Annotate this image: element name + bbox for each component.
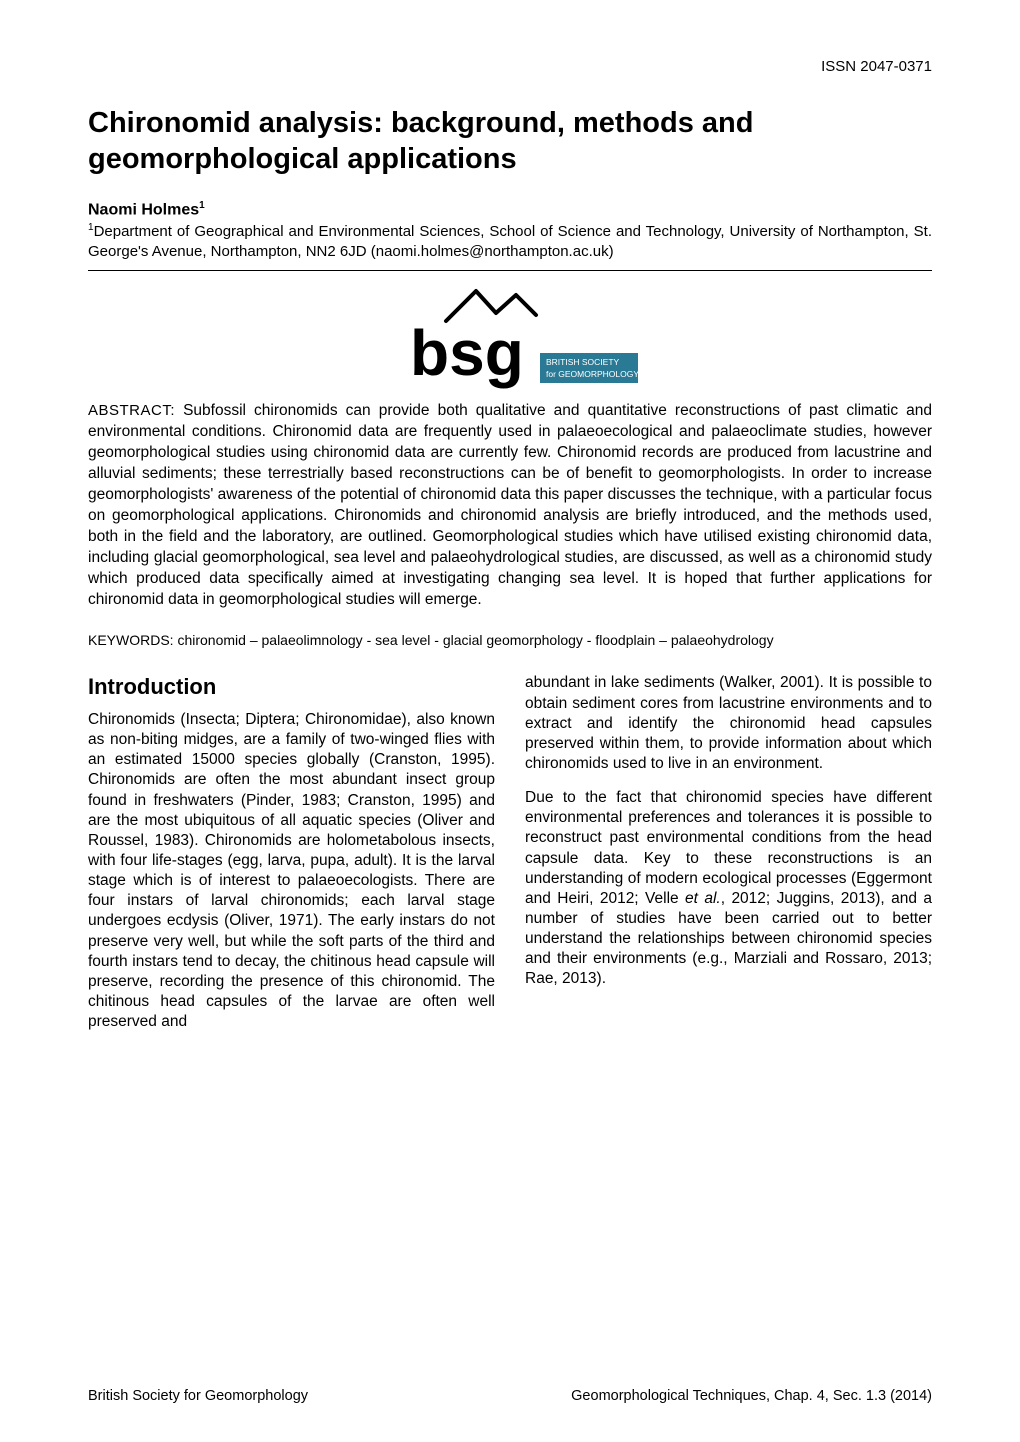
section-heading-introduction: Introduction [88,673,495,702]
intro-para-left: Chironomids (Insecta; Diptera; Chironomi… [88,710,495,1032]
abstract-label: ABSTRACT: [88,402,175,419]
bsg-logo: bsg BRITISH SOCIETY for GEOMORPHOLOGY [380,285,640,393]
page-footer: British Society for Geomorphology Geomor… [88,1388,932,1404]
intro-p2-etal: et al. [685,890,721,907]
keywords-line: KEYWORDS: chironomid – palaeolimnology -… [88,631,932,650]
affiliation-line: 1Department of Geographical and Environm… [88,221,932,263]
logo-container: bsg BRITISH SOCIETY for GEOMORPHOLOGY [88,285,932,393]
paper-title: Chironomid analysis: background, methods… [88,105,932,178]
footer-right: Geomorphological Techniques, Chap. 4, Se… [571,1388,932,1404]
page: ISSN 2047-0371 Chironomid analysis: back… [0,0,1020,1442]
column-left: Introduction Chironomids (Insecta; Dipte… [88,673,495,1046]
author-sup: 1 [199,200,205,211]
horizontal-rule [88,270,932,271]
two-column-body: Introduction Chironomids (Insecta; Dipte… [88,673,932,1046]
bsg-logo-svg: bsg BRITISH SOCIETY for GEOMORPHOLOGY [380,285,640,393]
author-name: Naomi Holmes [88,201,199,218]
issn-line: ISSN 2047-0371 [88,58,932,75]
footer-left: British Society for Geomorphology [88,1388,308,1404]
abstract-text: Subfossil chironomids can provide both q… [88,402,932,607]
abstract-block: ABSTRACT: Subfossil chironomids can prov… [88,401,932,610]
affiliation-text: Department of Geographical and Environme… [88,223,932,260]
logo-society-text-bottom: for GEOMORPHOLOGY [546,369,639,379]
logo-letters: bsg [410,317,524,389]
intro-para-right-2: Due to the fact that chironomid species … [525,788,932,989]
author-line: Naomi Holmes1 [88,200,932,219]
column-right: abundant in lake sediments (Walker, 2001… [525,673,932,1046]
intro-para-right-1: abundant in lake sediments (Walker, 2001… [525,673,932,774]
logo-society-text-top: BRITISH SOCIETY [546,357,620,367]
